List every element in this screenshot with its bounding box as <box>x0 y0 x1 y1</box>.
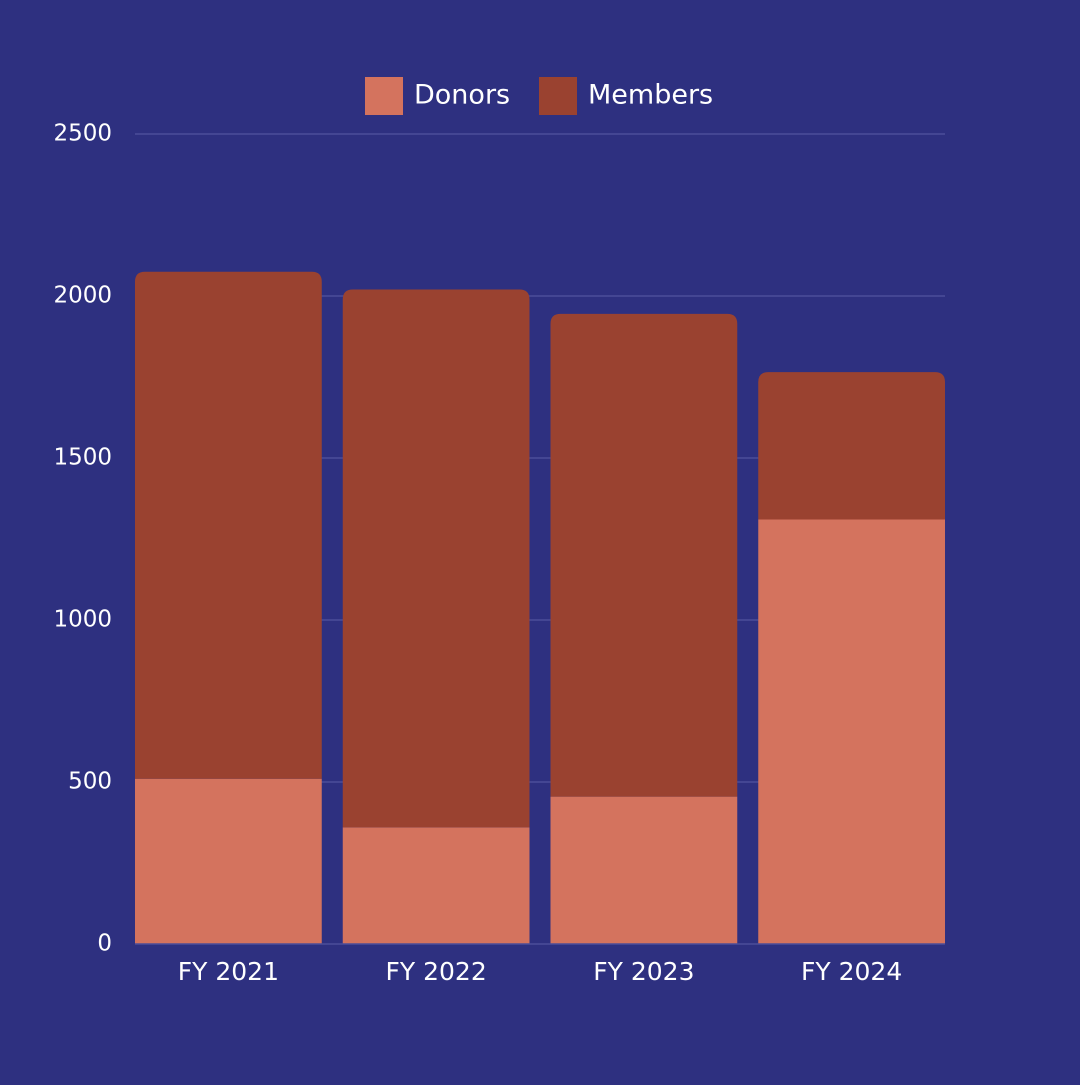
bar-donors-1 <box>342 827 530 944</box>
bar-donors-2 <box>550 796 738 944</box>
legend-swatch-donors <box>365 77 403 115</box>
x-tick-label: FY 2024 <box>801 957 902 986</box>
bars <box>135 271 945 944</box>
y-tick-label: 2500 <box>53 121 112 147</box>
y-tick-label: 1000 <box>53 607 112 633</box>
x-axis: FY 2021 FY 2022 FY 2023 FY 2024 <box>135 943 945 986</box>
bar-members-2 <box>550 313 738 797</box>
y-tick-label: 2000 <box>53 283 112 309</box>
y-axis: 0 500 1000 1500 2000 2500 <box>53 121 112 957</box>
y-tick-label: 500 <box>68 769 112 795</box>
legend-label-donors: Donors <box>414 80 510 111</box>
legend: Donors Members <box>365 77 713 115</box>
x-tick-label: FY 2023 <box>593 957 694 986</box>
legend-label-members: Members <box>588 80 713 111</box>
y-tick-label: 1500 <box>53 445 112 471</box>
bar-members-0 <box>135 271 322 779</box>
bar-donors-3 <box>758 519 945 944</box>
bar-donors-0 <box>135 778 322 944</box>
bar-members-1 <box>342 289 530 828</box>
x-tick-label: FY 2022 <box>386 957 487 986</box>
x-tick-label: FY 2021 <box>178 957 279 986</box>
y-tick-label: 0 <box>97 931 112 957</box>
legend-swatch-members <box>539 77 577 115</box>
bar-members-3 <box>758 372 945 520</box>
